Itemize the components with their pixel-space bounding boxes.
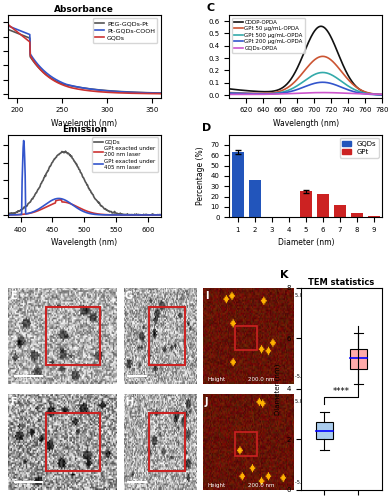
- Bar: [232, 152, 244, 217]
- Text: 20 nm: 20 nm: [14, 377, 32, 382]
- Bar: [316, 422, 333, 440]
- Bar: [149, 413, 185, 470]
- Text: K: K: [280, 270, 289, 280]
- Legend: PEG-GQDs-Pt, Pt-GQDs-COOH, GQDs: PEG-GQDs-Pt, Pt-GQDs-COOH, GQDs: [92, 18, 158, 43]
- Bar: [351, 213, 363, 217]
- Text: 200.0 nm: 200.0 nm: [248, 483, 275, 488]
- Text: H: H: [125, 396, 133, 406]
- Text: 10 nm: 10 nm: [128, 377, 146, 382]
- Text: D: D: [202, 122, 211, 132]
- Bar: [46, 307, 100, 365]
- Text: 5.0 nm: 5.0 nm: [294, 398, 312, 404]
- X-axis label: Wavelength (nm): Wavelength (nm): [273, 119, 339, 128]
- Bar: [350, 348, 367, 368]
- Bar: [235, 326, 257, 350]
- Text: 5.0 nm: 5.0 nm: [294, 292, 312, 298]
- Text: J: J: [205, 396, 208, 406]
- Legend: CDDP-OPDA, GPt 50 μg/mL-OPDA, GPt 500 μg/mL-OPDA, GPt 200 μg/mL-OPDA, GQDs-OPDA: CDDP-OPDA, GPt 50 μg/mL-OPDA, GPt 500 μg…: [232, 18, 305, 53]
- Text: I: I: [205, 291, 208, 301]
- Text: -5.0 nm: -5.0 nm: [294, 480, 314, 485]
- Bar: [235, 432, 257, 456]
- Bar: [334, 205, 346, 217]
- Text: 200.0 nm: 200.0 nm: [248, 377, 275, 382]
- Legend: GQDs, GPt: GQDs, GPt: [340, 138, 379, 158]
- Bar: [368, 216, 379, 217]
- Title: Emission: Emission: [62, 125, 107, 134]
- X-axis label: Diameter (nm): Diameter (nm): [278, 238, 334, 248]
- Text: Height: Height: [207, 483, 226, 488]
- Text: Height: Height: [207, 377, 226, 382]
- Y-axis label: Diameter (nm): Diameter (nm): [275, 363, 281, 414]
- X-axis label: Wavelength (nm): Wavelength (nm): [51, 238, 117, 248]
- Text: 20 nm: 20 nm: [14, 483, 32, 488]
- Text: 10 nm: 10 nm: [128, 483, 146, 488]
- Bar: [149, 307, 185, 365]
- Text: ****: ****: [333, 387, 350, 396]
- Text: G: G: [125, 291, 133, 301]
- Legend: GQDs, GPt exacted under
200 nm laser, GPt exacted under
405 nm laser: GQDs, GPt exacted under 200 nm laser, GP…: [92, 138, 158, 172]
- Text: E: E: [10, 291, 17, 301]
- Title: TEM statistics: TEM statistics: [308, 278, 374, 287]
- X-axis label: Wavelength (nm): Wavelength (nm): [51, 119, 117, 128]
- Text: F: F: [10, 396, 17, 406]
- Bar: [300, 192, 312, 217]
- Bar: [46, 413, 100, 470]
- Text: C: C: [206, 3, 214, 13]
- Text: -5.0 nm: -5.0 nm: [294, 374, 314, 380]
- Title: Absorbance: Absorbance: [54, 5, 114, 14]
- Y-axis label: Percentage (%): Percentage (%): [196, 146, 205, 205]
- Bar: [317, 194, 329, 217]
- Bar: [249, 180, 261, 217]
